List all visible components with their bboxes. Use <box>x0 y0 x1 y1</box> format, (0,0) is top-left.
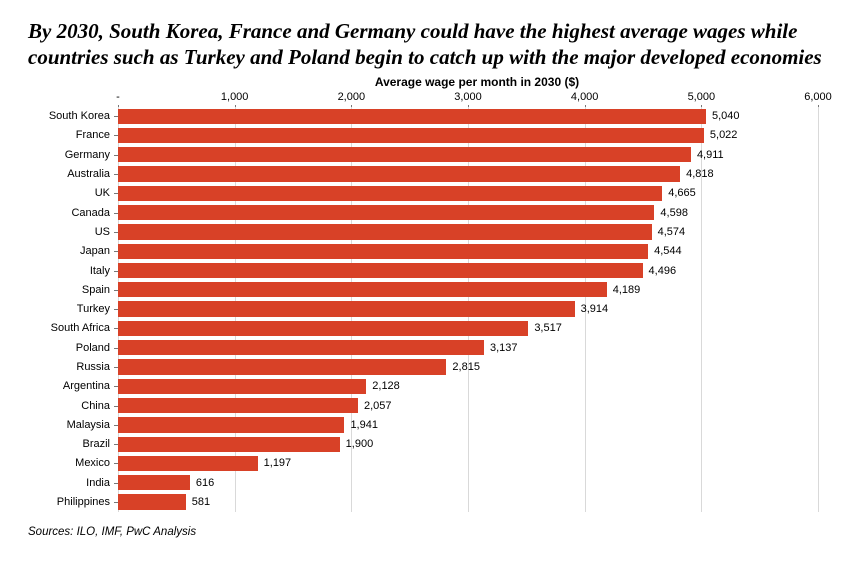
bar <box>118 244 648 259</box>
bar <box>118 437 340 452</box>
bar <box>118 359 446 374</box>
value-label: 1,197 <box>264 457 292 469</box>
bar <box>118 224 652 239</box>
bar <box>118 263 643 278</box>
bar <box>118 147 691 162</box>
bar <box>118 186 662 201</box>
value-label: 4,496 <box>649 265 677 277</box>
value-label: 2,057 <box>364 400 392 412</box>
value-label: 581 <box>192 496 210 508</box>
value-label: 2,128 <box>372 380 400 392</box>
x-tick-label: 5,000 <box>688 91 716 103</box>
value-label: 4,189 <box>613 284 641 296</box>
category-label: Poland <box>76 342 110 354</box>
bar-row: France5,022 <box>118 126 818 145</box>
x-tick-label: 1,000 <box>221 91 249 103</box>
value-label: 3,914 <box>581 303 609 315</box>
bar-row: Argentina2,128 <box>118 377 818 396</box>
value-label: 4,665 <box>668 187 696 199</box>
category-label: US <box>95 226 110 238</box>
x-axis: -1,0002,0003,0004,0005,0006,000 <box>118 91 818 107</box>
bar <box>118 166 680 181</box>
category-label: UK <box>95 187 110 199</box>
bar-area: South Korea5,040France5,022Germany4,911A… <box>118 107 818 512</box>
value-label: 4,544 <box>654 245 682 257</box>
category-label: Philippines <box>57 496 110 508</box>
bar <box>118 321 528 336</box>
category-label: Italy <box>90 265 110 277</box>
bar <box>118 379 366 394</box>
bar-row: Malaysia1,941 <box>118 415 818 434</box>
category-label: Japan <box>80 245 110 257</box>
bar <box>118 398 358 413</box>
bar <box>118 456 258 471</box>
category-label: Malaysia <box>67 419 110 431</box>
category-label: Canada <box>71 207 110 219</box>
value-label: 4,818 <box>686 168 714 180</box>
bar-row: US4,574 <box>118 222 818 241</box>
gridline <box>818 107 819 512</box>
bar <box>118 417 344 432</box>
bar <box>118 494 186 509</box>
value-label: 616 <box>196 477 214 489</box>
category-label: Russia <box>76 361 110 373</box>
bar-row: Philippines581 <box>118 492 818 511</box>
x-tick-label: 3,000 <box>454 91 482 103</box>
bar-row: Spain4,189 <box>118 280 818 299</box>
bar-row: Australia4,818 <box>118 164 818 183</box>
bar-row: Mexico1,197 <box>118 454 818 473</box>
category-label: Argentina <box>63 380 110 392</box>
value-label: 4,574 <box>658 226 686 238</box>
category-label: China <box>81 400 110 412</box>
category-label: South Africa <box>51 322 110 334</box>
bar-row: India616 <box>118 473 818 492</box>
x-tick-label: 2,000 <box>338 91 366 103</box>
chart-axis-title: Average wage per month in 2030 ($) <box>118 75 836 89</box>
bar <box>118 475 190 490</box>
bar <box>118 128 704 143</box>
category-label: Australia <box>67 168 110 180</box>
value-label: 1,900 <box>346 438 374 450</box>
value-label: 2,815 <box>452 361 480 373</box>
bar <box>118 282 607 297</box>
value-label: 5,040 <box>712 110 740 122</box>
value-label: 4,598 <box>660 207 688 219</box>
bar-row: Italy4,496 <box>118 261 818 280</box>
bar-row: Japan4,544 <box>118 242 818 261</box>
bar-row: South Korea5,040 <box>118 107 818 126</box>
bar-row: China2,057 <box>118 396 818 415</box>
bar <box>118 109 706 124</box>
bar <box>118 205 654 220</box>
category-label: Germany <box>65 149 110 161</box>
bar-row: South Africa3,517 <box>118 319 818 338</box>
bar-row: UK4,665 <box>118 184 818 203</box>
bar-row: Canada4,598 <box>118 203 818 222</box>
bar-row: Poland3,137 <box>118 338 818 357</box>
category-label: South Korea <box>49 110 110 122</box>
x-tick-label: 6,000 <box>804 91 832 103</box>
bar-row: Brazil1,900 <box>118 435 818 454</box>
bar <box>118 340 484 355</box>
value-label: 5,022 <box>710 129 738 141</box>
category-label: Mexico <box>75 457 110 469</box>
category-label: Brazil <box>82 438 110 450</box>
x-tick-label: - <box>116 91 120 103</box>
category-label: Spain <box>82 284 110 296</box>
bar <box>118 301 575 316</box>
value-label: 3,517 <box>534 322 562 334</box>
category-label: Turkey <box>77 303 110 315</box>
value-label: 3,137 <box>490 342 518 354</box>
value-label: 4,911 <box>697 149 724 161</box>
bar-row: Russia2,815 <box>118 357 818 376</box>
category-label: India <box>86 477 110 489</box>
sources-text: Sources: ILO, IMF, PwC Analysis <box>28 526 836 538</box>
x-tick-label: 4,000 <box>571 91 599 103</box>
page-title: By 2030, South Korea, France and Germany… <box>28 18 836 71</box>
bar-row: Germany4,911 <box>118 145 818 164</box>
value-label: 1,941 <box>350 419 378 431</box>
bar-row: Turkey3,914 <box>118 299 818 318</box>
wage-chart: -1,0002,0003,0004,0005,0006,000 South Ko… <box>118 91 818 512</box>
category-label: France <box>76 129 110 141</box>
